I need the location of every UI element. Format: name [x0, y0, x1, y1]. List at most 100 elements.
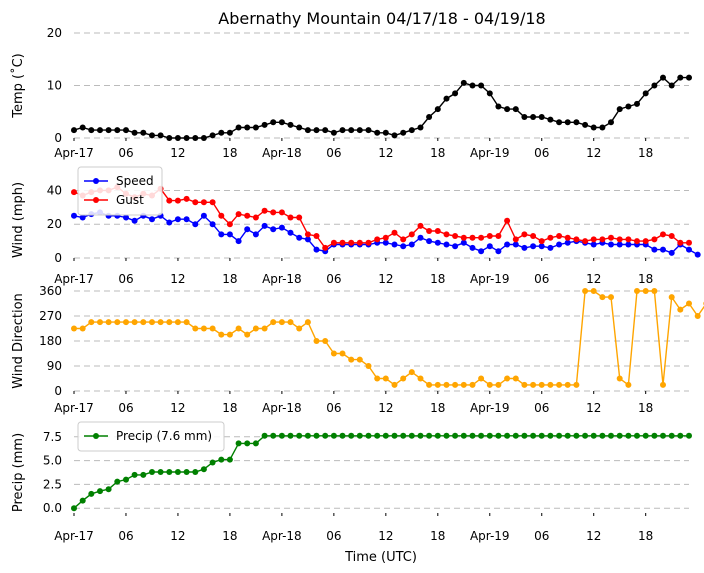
x-tick-label: 18	[638, 401, 653, 415]
data-point	[79, 497, 86, 504]
data-point	[218, 129, 225, 136]
data-point	[400, 432, 407, 439]
legend-label: Precip (7.6 mm)	[116, 429, 212, 443]
data-point	[625, 241, 632, 248]
data-point	[192, 469, 199, 475]
data-point	[408, 127, 415, 134]
data-point	[71, 505, 77, 512]
data-point	[348, 356, 355, 363]
x-tick-label: Apr-17	[54, 529, 94, 543]
data-point	[660, 246, 666, 253]
data-point	[590, 288, 597, 294]
data-point	[434, 432, 441, 439]
data-point	[443, 432, 450, 439]
data-point	[547, 432, 554, 439]
x-tick-label: 18	[430, 529, 445, 543]
x-tick-label: 06	[534, 529, 549, 543]
y-tick-label: 0	[54, 251, 62, 265]
x-tick-label: Apr-19	[470, 272, 510, 286]
data-point	[287, 214, 294, 221]
series-speed	[71, 209, 701, 258]
data-point	[174, 216, 181, 223]
data-point	[530, 243, 537, 250]
x-tick-label: 18	[222, 529, 237, 543]
x-tick-label: Apr-17	[54, 401, 94, 415]
data-point	[417, 222, 424, 229]
data-point	[218, 331, 225, 338]
data-point	[296, 234, 303, 241]
data-point	[174, 135, 181, 141]
data-point	[668, 432, 675, 439]
data-point	[460, 432, 467, 439]
data-point	[209, 325, 216, 332]
data-point	[651, 246, 658, 253]
data-point	[270, 226, 277, 233]
data-point	[382, 432, 389, 439]
x-tick-label: 18	[638, 272, 653, 286]
legend-swatch-marker	[93, 197, 99, 203]
data-point	[252, 231, 259, 238]
data-point	[296, 214, 303, 221]
data-point	[157, 132, 164, 139]
data-point	[278, 209, 285, 216]
data-point	[608, 432, 614, 439]
data-point	[443, 95, 450, 102]
data-point	[174, 197, 181, 204]
data-point	[651, 432, 658, 439]
data-point	[304, 231, 311, 238]
data-point	[677, 432, 684, 439]
data-point	[304, 236, 311, 243]
data-point	[573, 381, 580, 388]
data-point	[599, 432, 606, 439]
data-point	[651, 236, 658, 243]
y-tick-label: 5.0	[43, 454, 62, 468]
data-point	[452, 381, 459, 388]
data-point	[486, 90, 493, 97]
data-point	[235, 325, 242, 332]
data-point	[521, 114, 528, 120]
legend: Precip (7.6 mm)	[77, 421, 225, 452]
data-point	[313, 127, 320, 134]
data-point	[625, 103, 632, 110]
data-point	[512, 106, 519, 113]
data-point	[244, 226, 251, 233]
data-point	[599, 236, 606, 243]
data-point	[97, 319, 103, 326]
x-tick-label: 06	[326, 529, 341, 543]
data-point	[105, 319, 112, 326]
data-point	[166, 197, 173, 204]
data-point	[192, 199, 199, 206]
data-point	[313, 246, 320, 253]
data-point	[235, 211, 242, 218]
data-point	[131, 217, 138, 224]
data-point	[382, 239, 389, 246]
data-point	[660, 432, 666, 439]
panel-3: 0 90 180 270 360 Apr-17 06 12 18 Apr-18 06 12 18 Apr-…	[11, 284, 704, 415]
data-point	[642, 238, 649, 245]
legend-box	[77, 421, 225, 452]
data-point	[642, 288, 649, 294]
data-point	[356, 432, 363, 439]
series-data	[71, 74, 692, 141]
data-point	[625, 432, 632, 439]
data-point	[651, 82, 658, 89]
data-point	[495, 381, 502, 388]
data-point	[209, 199, 216, 206]
data-point	[582, 288, 589, 294]
data-point	[590, 432, 597, 439]
data-point	[512, 375, 519, 382]
data-point	[608, 234, 614, 241]
panel-1: 0 10 20 Apr-17 06 12 18 Apr-18 06 12 18 Apr-19 06 12 1…	[10, 26, 692, 160]
data-point	[235, 238, 242, 245]
data-point	[79, 124, 86, 131]
data-point	[71, 325, 77, 332]
data-point	[590, 124, 597, 131]
data-point	[504, 375, 511, 382]
data-point	[599, 124, 606, 131]
data-point	[348, 432, 355, 439]
data-point	[556, 241, 563, 248]
y-axis-label: Wind Direction	[11, 293, 26, 389]
data-point	[573, 236, 580, 243]
data-point	[547, 244, 554, 251]
data-point	[226, 456, 233, 463]
